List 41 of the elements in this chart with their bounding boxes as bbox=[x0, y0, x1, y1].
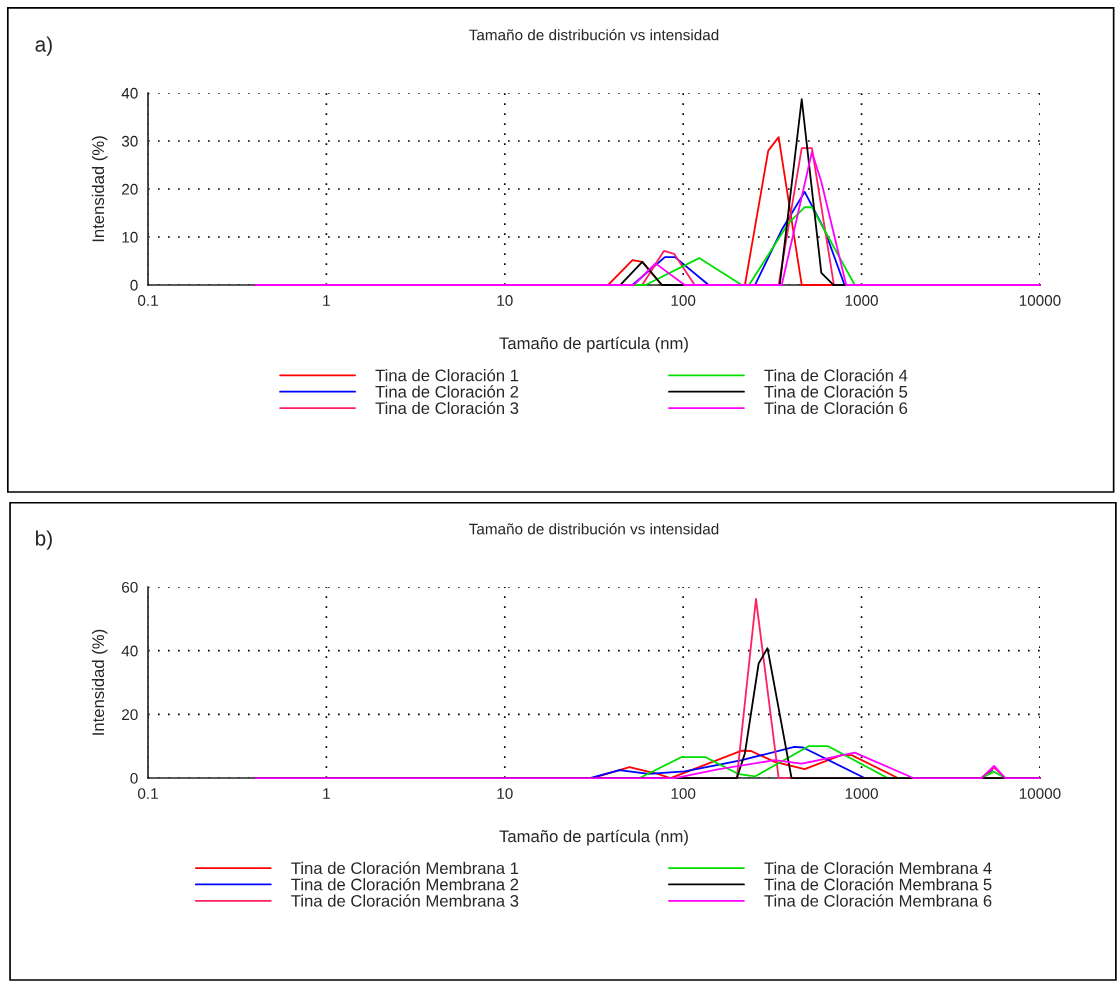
chart-title: Tamaño de distribución vs intensidad bbox=[469, 28, 719, 41]
legend-label: Tina de Cloración 5 bbox=[764, 385, 908, 398]
legend-label: Tina de Cloración Membrana 5 bbox=[764, 877, 992, 891]
x-tick-label: 1 bbox=[323, 295, 330, 306]
legend-label: Tina de Cloración Membrana 6 bbox=[764, 894, 992, 907]
legend-label: Tina de Cloración 3 bbox=[375, 401, 519, 415]
y-axis-title: Intensidad (%) bbox=[91, 136, 108, 242]
y-tick-label: 40 bbox=[121, 645, 138, 657]
x-tick-label: 1000 bbox=[845, 295, 878, 306]
x-tick-label: 0.1 bbox=[137, 295, 158, 306]
legend-label: Tina de Cloración Membrana 1 bbox=[291, 861, 519, 875]
y-tick-label: 40 bbox=[121, 87, 138, 99]
x-tick-label: 100 bbox=[671, 295, 696, 306]
legend-label: Tina de Cloración Membrana 3 bbox=[291, 894, 519, 907]
y-tick-label: 0 bbox=[130, 772, 138, 784]
y-axis-title: Intensidad (%) bbox=[91, 629, 108, 735]
x-axis-title: Tamaño de partícula (nm) bbox=[499, 336, 688, 353]
x-tick-label: 10 bbox=[497, 295, 513, 306]
y-tick-label: 60 bbox=[122, 581, 138, 593]
x-tick-label: 10 bbox=[497, 788, 513, 799]
y-tick-label: 20 bbox=[122, 183, 138, 195]
legend-label: Tina de Cloración 4 bbox=[764, 368, 908, 382]
x-axis-title: Tamaño de partícula (nm) bbox=[499, 829, 688, 846]
y-tick-label: 0 bbox=[130, 279, 138, 291]
x-tick-label: 1000 bbox=[845, 788, 878, 799]
text: a) bbox=[35, 36, 52, 56]
legend-label: Tina de Cloración Membrana 2 bbox=[291, 877, 519, 891]
y-tick-label: 10 bbox=[122, 231, 138, 243]
chart-title: Tamaño de distribución vs intensidad bbox=[469, 523, 719, 535]
legend-label: Tina de Cloración Membrana 4 bbox=[764, 861, 992, 875]
legend-label: Tina de Cloración 6 bbox=[764, 401, 908, 415]
x-tick-label: 0.1 bbox=[137, 788, 158, 799]
legend-label: Tina de Cloración 1 bbox=[375, 368, 519, 382]
x-tick-label: 100 bbox=[671, 788, 696, 799]
legend-label: Tina de Cloración 2 bbox=[375, 385, 519, 398]
x-tick-label: 10000 bbox=[1019, 295, 1061, 306]
y-tick-label: 20 bbox=[122, 709, 138, 721]
x-tick-label: 10000 bbox=[1019, 788, 1061, 799]
y-tick-label: 30 bbox=[121, 135, 138, 147]
x-tick-label: 1 bbox=[323, 788, 330, 799]
text: b) bbox=[35, 530, 52, 550]
